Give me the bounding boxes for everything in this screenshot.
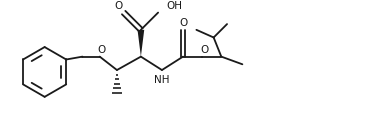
Text: O: O — [97, 45, 106, 55]
Text: NH: NH — [154, 75, 170, 85]
Text: O: O — [115, 1, 123, 11]
Text: OH: OH — [167, 1, 183, 11]
Text: O: O — [200, 45, 208, 55]
Text: O: O — [179, 18, 187, 28]
Polygon shape — [137, 30, 144, 57]
